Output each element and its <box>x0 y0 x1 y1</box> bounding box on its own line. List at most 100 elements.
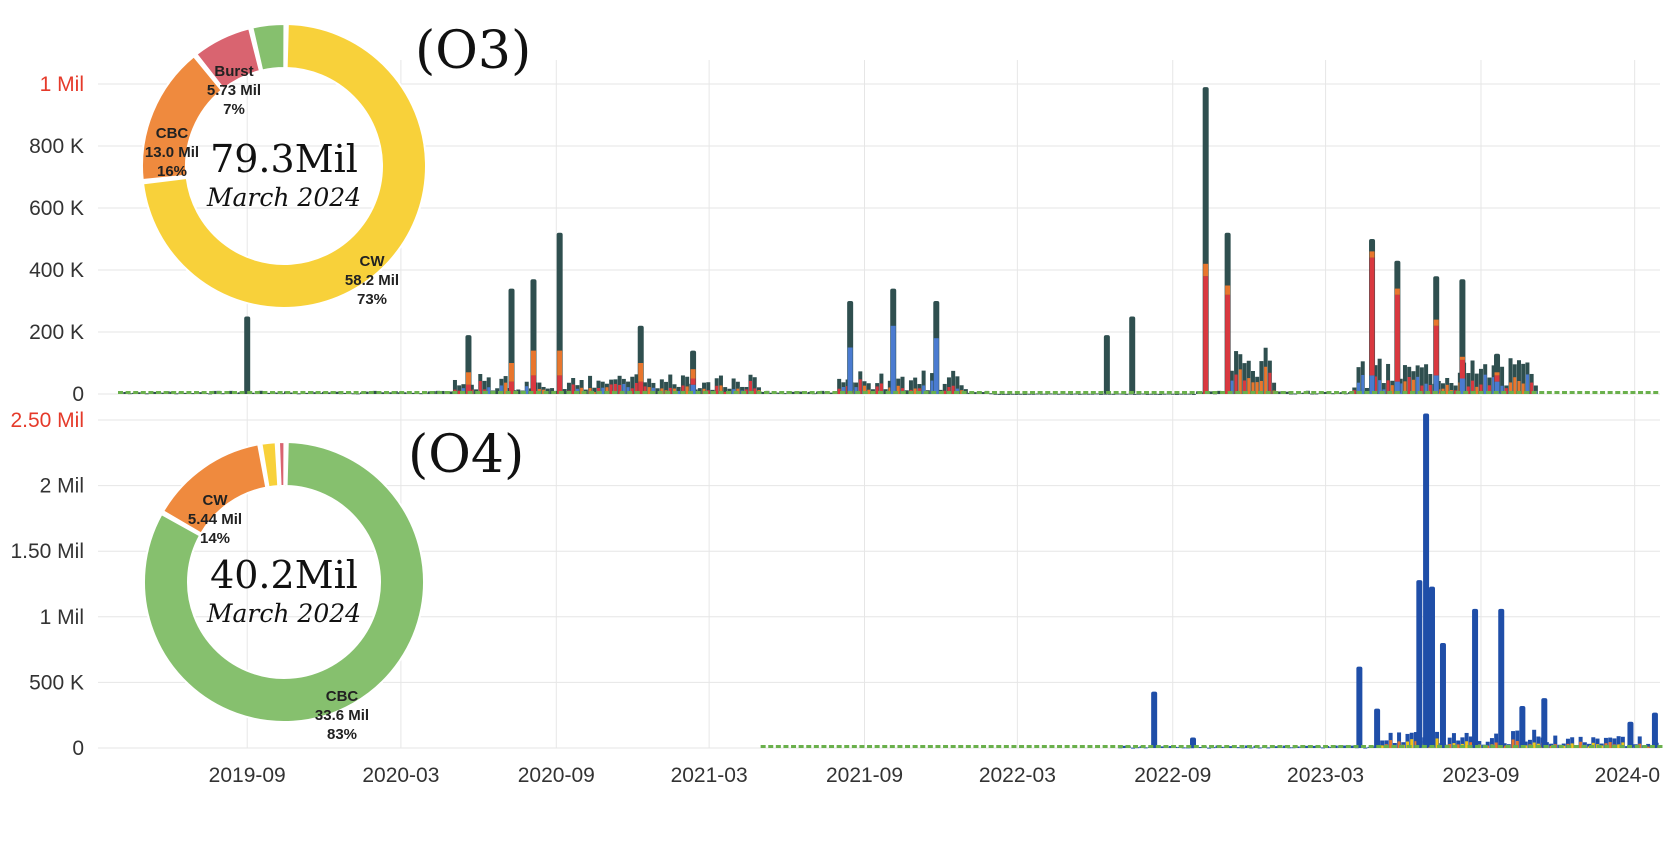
activity-bar <box>305 392 310 394</box>
baseline-mark <box>1452 745 1458 748</box>
baseline-mark <box>1315 745 1321 748</box>
baseline-mark <box>1239 745 1245 748</box>
activity-bar <box>1419 367 1424 394</box>
activity-bar-segment <box>1397 741 1401 748</box>
activity-bar-segment <box>605 387 609 394</box>
baseline-mark <box>935 745 941 748</box>
baseline-mark <box>840 391 846 394</box>
activity-bar-segment <box>749 380 753 394</box>
activity-bar <box>1179 393 1184 395</box>
activity-bar-segment <box>647 387 651 394</box>
baseline-mark <box>1083 391 1089 394</box>
activity-bar <box>1500 366 1505 394</box>
baseline-mark <box>1356 391 1362 394</box>
baseline-mark <box>330 391 336 394</box>
spike-bar <box>1498 608 1505 748</box>
activity-bar-segment <box>609 384 613 394</box>
activity-bar <box>288 392 293 394</box>
baseline-mark <box>1280 391 1286 394</box>
slice-name-label: CBC <box>326 688 359 705</box>
slice-value-label: 13.0 Mil <box>145 144 199 161</box>
baseline-mark <box>954 391 960 394</box>
baseline-mark <box>1364 391 1370 394</box>
activity-bar <box>659 379 664 394</box>
baseline-mark <box>1459 745 1465 748</box>
baseline-mark <box>1524 391 1530 394</box>
baseline-mark <box>1566 745 1572 748</box>
spike-segment-burst <box>1433 325 1439 376</box>
activity-bar-segment <box>1513 377 1517 394</box>
activity-bar-segment <box>1247 378 1251 394</box>
y-tick-label: 0 <box>72 737 84 760</box>
activity-bar <box>1124 393 1129 395</box>
activity-bar <box>921 370 926 394</box>
baseline-mark <box>1338 745 1344 748</box>
activity-bar <box>1478 368 1483 394</box>
activity-bar <box>799 391 804 394</box>
activity-bar <box>1477 741 1482 748</box>
baseline-mark <box>239 391 245 394</box>
activity-bar <box>752 377 757 394</box>
baseline-mark <box>178 391 184 394</box>
activity-bar <box>1170 393 1175 395</box>
activity-bar <box>1162 393 1167 395</box>
baseline-mark <box>1513 745 1519 748</box>
activity-bar-segment <box>685 386 689 394</box>
activity-bar-segment <box>1524 745 1528 748</box>
activity-bar <box>440 390 445 394</box>
baseline-mark <box>900 391 906 394</box>
y-tick-label: 1 Mil <box>40 73 84 96</box>
activity-bar-segment <box>1268 372 1272 394</box>
activity-bar <box>592 387 597 394</box>
x-tick-label: 2023-09 <box>1442 764 1519 787</box>
activity-bar <box>1027 393 1032 395</box>
activity-bar <box>229 390 234 394</box>
spike-segment-cbc <box>638 363 644 382</box>
activity-bar-segment <box>1517 380 1521 394</box>
baseline-mark <box>1258 391 1264 394</box>
baseline-mark <box>1589 745 1595 748</box>
activity-bar <box>955 376 960 394</box>
spike-segment-cbc <box>1433 319 1439 326</box>
baseline-mark <box>718 391 724 394</box>
baseline-mark <box>1508 391 1514 394</box>
spike-segment-cbc <box>690 369 696 379</box>
activity-bar-segment <box>626 387 630 394</box>
baseline-mark <box>710 391 716 394</box>
activity-bar <box>1527 739 1532 748</box>
spike-bar <box>1627 721 1634 748</box>
spike-segment-other <box>1394 381 1400 394</box>
baseline-mark <box>1026 745 1032 748</box>
baseline-mark <box>1163 745 1169 748</box>
baseline-mark <box>270 391 276 394</box>
baseline-mark <box>1323 745 1329 748</box>
baseline-mark <box>1140 745 1146 748</box>
baseline-mark <box>1030 391 1036 394</box>
baseline-mark <box>406 391 412 394</box>
baseline-mark <box>1110 745 1116 748</box>
baseline-mark <box>1607 391 1613 394</box>
activity-bar <box>668 374 673 394</box>
activity-bar <box>1143 747 1148 749</box>
activity-bar <box>676 386 681 394</box>
baseline-mark <box>1193 745 1199 748</box>
activity-bar <box>1350 745 1355 748</box>
slice-value-label: 5.73 Mil <box>207 82 261 99</box>
activity-bar-segment <box>1414 741 1418 748</box>
baseline-mark <box>999 391 1005 394</box>
activity-bar <box>1508 358 1513 394</box>
baseline-mark <box>429 391 435 394</box>
activity-bar <box>647 378 652 394</box>
activity-bar <box>1536 736 1541 748</box>
baseline-mark <box>1204 391 1210 394</box>
baseline-mark <box>1421 745 1427 748</box>
baseline-mark <box>1573 745 1579 748</box>
baseline-mark <box>1242 391 1248 394</box>
baseline-mark <box>1262 745 1268 748</box>
activity-bar <box>1065 393 1070 395</box>
spike-segment-other <box>847 347 853 394</box>
activity-bar-segment <box>744 389 748 394</box>
spike-segment-burst <box>509 381 515 394</box>
baseline-mark <box>771 391 777 394</box>
